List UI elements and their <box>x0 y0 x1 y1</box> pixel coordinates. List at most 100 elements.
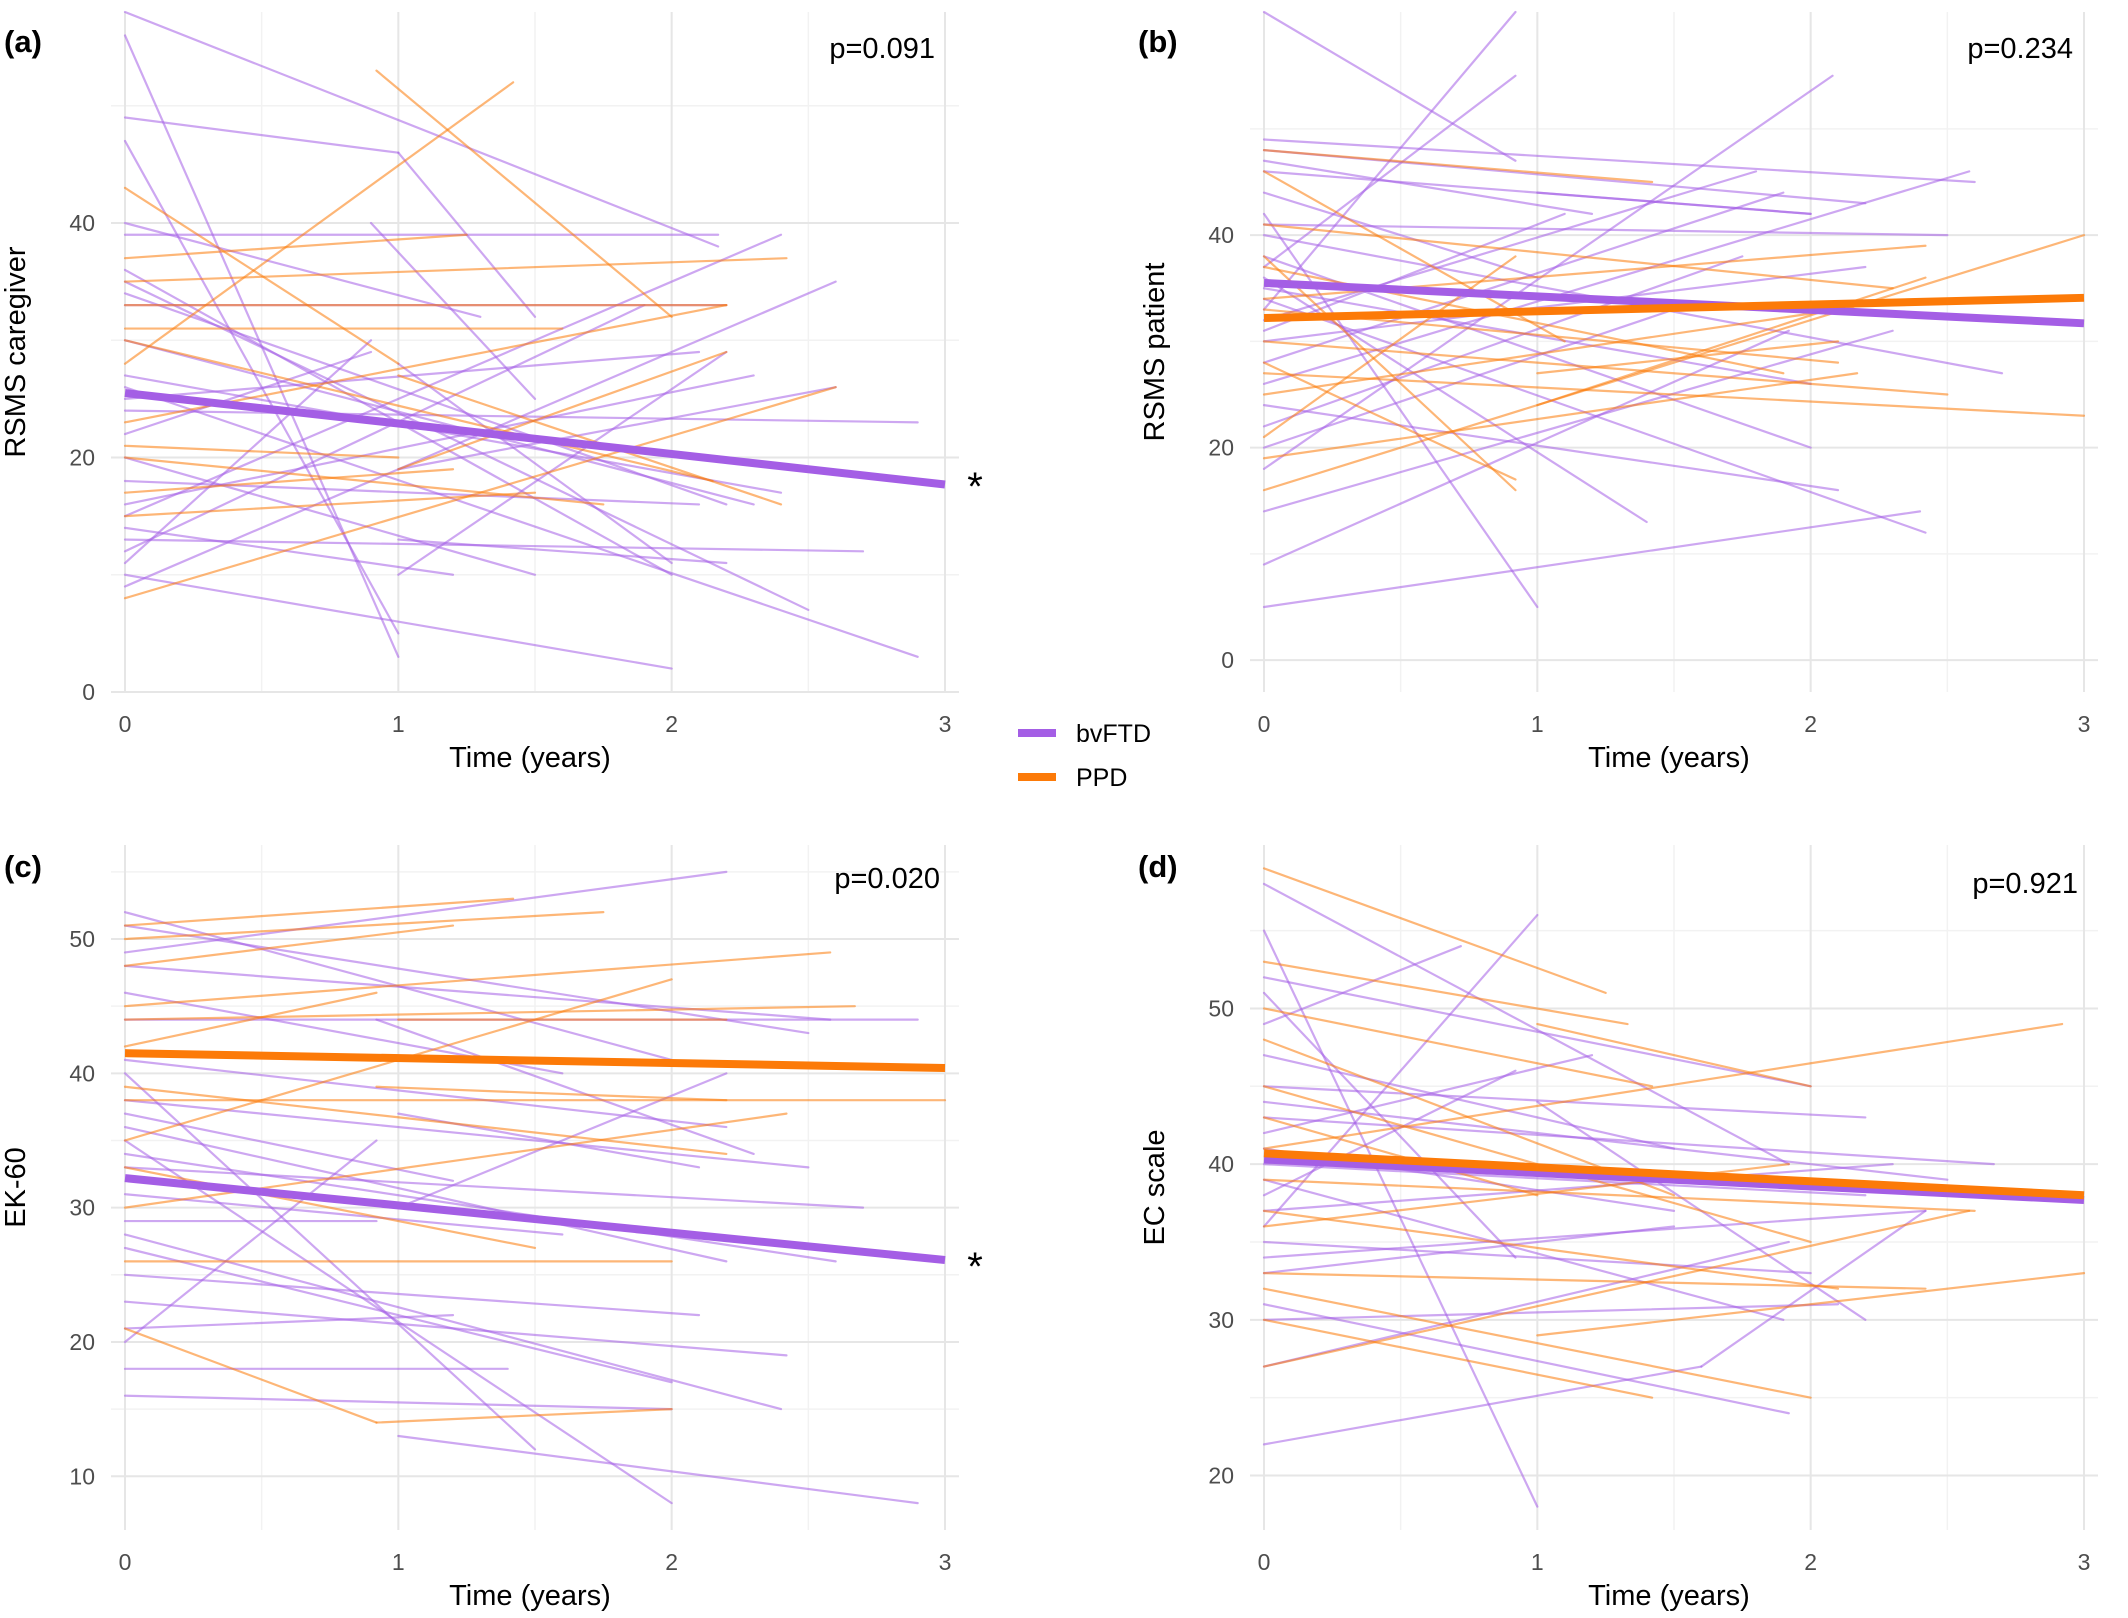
individual-line-ppd <box>1262 867 1607 994</box>
x-tick-label: 0 <box>119 1549 132 1575</box>
y-tick-label: 50 <box>69 926 95 952</box>
trend-line-bvftd <box>1263 1155 2085 1204</box>
individual-line-ppd <box>1262 223 1894 290</box>
individual-line-bvftd <box>397 1072 728 1209</box>
legend-label: bvFTD <box>1076 720 1151 748</box>
individual-line-bvftd <box>123 304 646 553</box>
chart-panel-3: 0 1 2 3 10 20 30 40 50 Time (years) EK-60 (c) p=0.02… <box>0 845 983 1612</box>
panel-label: (c) <box>4 849 42 884</box>
individual-line-bvftd <box>123 526 455 576</box>
chart-panel-4: 0 1 2 3 20 30 40 50 Time (years) EC scale (d) p=0.9… <box>1138 845 2098 1612</box>
individual-line-ppd <box>123 386 837 600</box>
individual-line-ppd <box>123 1005 856 1021</box>
x-tick-label: 1 <box>1531 1549 1544 1575</box>
individual-line-ppd <box>1262 1287 1812 1399</box>
individual-line-ppd <box>123 444 400 459</box>
individual-line-ppd <box>1536 276 1927 407</box>
individual-line-bvftd <box>1262 1303 1790 1415</box>
y-tick-label: 40 <box>69 1060 95 1086</box>
individual-line-ppd <box>123 468 455 494</box>
trend-line-ppd <box>1263 1149 2085 1200</box>
individual-line-ppd <box>1262 1209 1840 1290</box>
y-axis-title: RSMS caregiver <box>0 246 32 457</box>
individual-line-bvftd <box>1262 1054 1676 1150</box>
individual-line-ppd <box>1262 1318 1654 1399</box>
y-tick-label: 30 <box>69 1195 95 1221</box>
individual-line-ppd <box>397 350 728 471</box>
panel-label: (a) <box>4 24 42 59</box>
individual-line-bvftd <box>123 386 919 658</box>
individual-line-bvftd <box>123 339 755 506</box>
individual-line-bvftd <box>123 573 673 670</box>
individual-line-bvftd <box>1262 10 1517 162</box>
individual-line-ppd <box>1536 1272 2086 1337</box>
individual-line-bvftd <box>1262 74 1834 470</box>
individual-line-bvftd <box>123 870 728 954</box>
individual-line-ppd <box>1262 1209 1971 1368</box>
x-tick-label: 3 <box>2078 1549 2091 1575</box>
individual-line-bvftd <box>1262 1163 1894 1212</box>
individual-line-bvftd <box>123 374 755 506</box>
y-tick-label: 20 <box>1208 1463 1234 1489</box>
legend-label: PPD <box>1076 764 1127 792</box>
individual-line-bvftd <box>1262 1054 1594 1135</box>
individual-line-bvftd <box>1700 1209 1927 1368</box>
y-tick-label: 20 <box>69 445 95 471</box>
x-tick-label: 0 <box>1258 711 1271 737</box>
significance-asterisk: * <box>967 1245 983 1289</box>
x-axis-title: Time (years) <box>449 1580 611 1612</box>
individual-line-bvftd <box>1262 1225 1676 1275</box>
individual-line-bvftd <box>1262 1240 1790 1368</box>
individual-line-bvftd <box>123 350 373 436</box>
y-tick-label: 10 <box>69 1463 95 1489</box>
individual-line-ppd <box>123 233 468 260</box>
individual-line-ppd <box>1262 340 1949 396</box>
panel-label: (d) <box>1138 849 1178 884</box>
individual-line-bvftd <box>123 1139 673 1505</box>
individual-line-bvftd <box>1262 212 1566 332</box>
individual-line-ppd <box>123 491 537 518</box>
individual-line-bvftd <box>397 1434 919 1505</box>
individual-line-bvftd <box>123 964 832 1021</box>
individual-line-bvftd <box>123 221 482 318</box>
individual-line-ppd <box>1262 361 1517 481</box>
p-value-annotation: p=0.234 <box>1967 33 2073 65</box>
individual-line-bvftd <box>123 1313 455 1330</box>
y-tick-label: 20 <box>69 1329 95 1355</box>
trend-line-bvftd <box>124 389 946 489</box>
y-tick-label: 40 <box>1208 222 1234 248</box>
p-value-annotation: p=0.020 <box>834 863 940 895</box>
individual-line-ppd <box>375 69 673 318</box>
trend-line-bvftd <box>1263 278 2085 328</box>
y-axis-title: EK-60 <box>0 1147 32 1228</box>
individual-line-bvftd <box>397 386 837 471</box>
individual-line-bvftd <box>1262 170 1758 322</box>
y-tick-label: 0 <box>82 679 95 705</box>
individual-line-bvftd <box>1262 404 1840 492</box>
individual-line-bvftd <box>1262 1100 1949 1181</box>
individual-line-ppd <box>123 456 605 506</box>
individual-line-bvftd <box>1262 510 1922 609</box>
individual-line-ppd <box>123 1112 788 1209</box>
x-tick-label: 1 <box>392 711 405 737</box>
individual-line-bvftd <box>123 374 783 494</box>
x-tick-label: 2 <box>665 711 678 737</box>
individual-line-bvftd <box>1262 308 1676 449</box>
individual-line-ppd <box>123 924 455 967</box>
individual-line-bvftd <box>123 1058 728 1129</box>
y-axis-title: EC scale <box>1139 1129 1171 1245</box>
y-tick-label: 40 <box>69 210 95 236</box>
individual-line-bvftd <box>123 1394 673 1411</box>
individual-line-bvftd <box>123 1273 701 1317</box>
individual-line-bvftd <box>123 1300 788 1357</box>
individual-line-ppd <box>1536 1022 1812 1088</box>
individual-line-bvftd <box>1262 329 1790 566</box>
individual-line-bvftd <box>1262 913 1539 1228</box>
x-tick-label: 2 <box>665 1549 678 1575</box>
chart-panel-1: 0 1 2 3 0 20 40 Time (years) RSMS caregiver (a) p=… <box>0 10 983 774</box>
individual-line-bvftd <box>1262 329 1894 513</box>
individual-line-ppd <box>123 951 832 1008</box>
individual-line-bvftd <box>1262 212 1539 609</box>
individual-line-ppd <box>123 1085 728 1156</box>
